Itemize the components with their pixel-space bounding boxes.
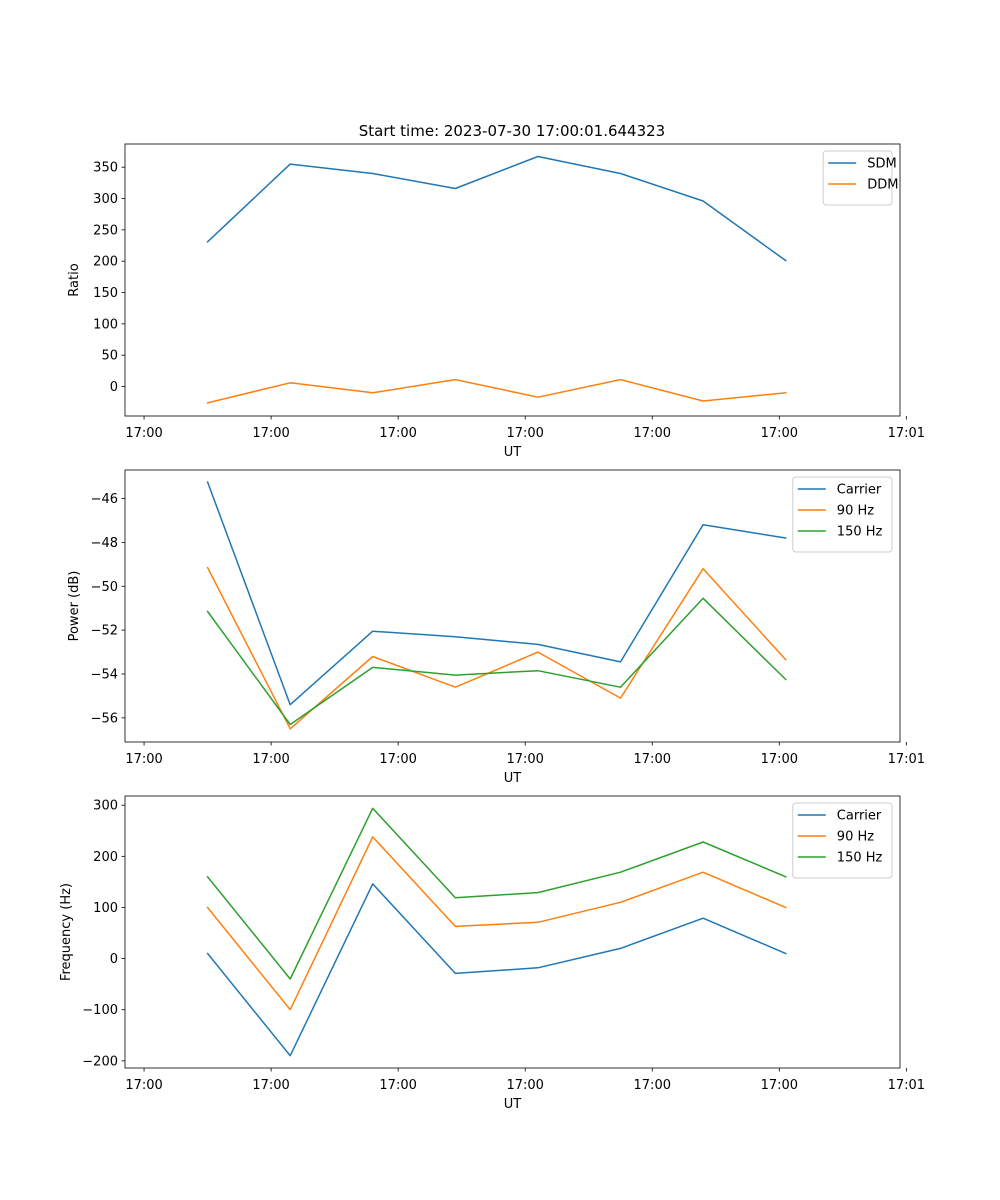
ratio-y-tick-label: 0 (110, 380, 118, 395)
frequency-legend-label: Carrier (837, 809, 882, 824)
ratio-y-tick-label: 350 (93, 161, 118, 176)
power-x-tick-label: 17:00 (506, 752, 543, 767)
ratio-x-axis-label: UT (504, 445, 522, 460)
frequency-x-axis-label: UT (504, 1097, 522, 1112)
power-x-tick-label: 17:00 (125, 752, 162, 767)
frequency-x-tick-label: 17:01 (888, 1078, 925, 1093)
power-y-tick-label: −56 (91, 711, 118, 726)
frequency-legend-label: 150 Hz (837, 851, 883, 866)
power-x-tick-label: 17:01 (888, 752, 925, 767)
power-plot-frame (124, 469, 901, 743)
frequency-x-tick-label: 17:00 (252, 1078, 289, 1093)
frequency-series-line-90-hz (206, 836, 787, 1011)
power-y-tick-label: −52 (91, 624, 118, 639)
power-legend-label: Carrier (837, 483, 882, 498)
frequency-x-tick-label: 17:00 (125, 1078, 162, 1093)
frequency-x-tick-label: 17:00 (379, 1078, 416, 1093)
power-y-axis-label: Power (dB) (67, 571, 82, 642)
frequency-x-tick-label: 17:00 (761, 1078, 798, 1093)
frequency-legend: Carrier 90 Hz 150 Hz (792, 802, 893, 879)
ratio-y-tick-label: 50 (101, 349, 118, 364)
ratio-x-tick-label: 17:00 (125, 426, 162, 441)
frequency-y-tick-label: −100 (82, 1003, 118, 1018)
power-series-line-carrier (206, 481, 787, 706)
ratio-y-tick-label: 300 (93, 192, 118, 207)
ratio-x-tick-label: 17:00 (252, 426, 289, 441)
power-series-line-150-hz (206, 597, 787, 726)
power-x-tick-label: 17:00 (252, 752, 289, 767)
ratio-legend-label: SDM (867, 157, 896, 172)
power-y-tick-label: −54 (91, 668, 118, 683)
power-x-tick-label: 17:00 (761, 752, 798, 767)
ratio-series-line-ddm (206, 378, 787, 404)
power-x-tick-label: 17:00 (379, 752, 416, 767)
ratio-y-tick-label: 200 (93, 255, 118, 270)
frequency-y-tick-label: 100 (93, 901, 118, 916)
power-series-line-90-hz (206, 566, 787, 730)
power-y-tick-label: −50 (91, 580, 118, 595)
ratio-legend: SDM DDM (822, 150, 898, 206)
ratio-x-tick-label: 17:00 (379, 426, 416, 441)
power-x-axis-label: UT (504, 771, 522, 786)
ratio-y-axis-label: Ratio (67, 263, 82, 296)
ratio-y-tick-label: 100 (93, 317, 118, 332)
frequency-x-tick-label: 17:00 (634, 1078, 671, 1093)
frequency-plot-frame (124, 795, 901, 1069)
frequency-y-tick-label: −200 (82, 1054, 118, 1069)
power-x-tick-label: 17:00 (634, 752, 671, 767)
ratio-x-tick-label: 17:00 (634, 426, 671, 441)
power-y-tick-label: −46 (91, 492, 118, 507)
ratio-series-line-sdm (206, 155, 787, 262)
frequency-series-line-carrier (206, 883, 787, 1057)
frequency-y-tick-label: 300 (93, 799, 118, 814)
ratio-legend-box (822, 150, 893, 206)
frequency-series-line-150-hz (206, 807, 787, 980)
frequency-x-tick-label: 17:00 (506, 1078, 543, 1093)
frequency-legend-box (792, 802, 893, 879)
ratio-y-tick-label: 150 (93, 286, 118, 301)
ratio-y-tick-label: 250 (93, 223, 118, 238)
frequency-legend-label: 90 Hz (837, 830, 874, 845)
power-y-tick-label: −48 (91, 536, 118, 551)
figure-title: Start time: 2023-07-30 17:00:01.644323 (359, 122, 665, 140)
power-legend: Carrier 90 Hz 150 Hz (792, 476, 893, 553)
power-legend-label: 90 Hz (837, 504, 874, 519)
frequency-y-tick-label: 200 (93, 850, 118, 865)
ratio-x-tick-label: 17:01 (888, 426, 925, 441)
frequency-y-axis-label: Frequency (Hz) (59, 883, 74, 981)
ratio-x-tick-label: 17:00 (506, 426, 543, 441)
ratio-x-tick-label: 17:00 (761, 426, 798, 441)
frequency-panel: 17:00 17:00 17:00 17:00 17:00 17:00 17:01 UT −20… (59, 795, 925, 1112)
power-legend-box (792, 476, 893, 553)
ratio-panel: 17:00 17:00 17:00 17:00 17:00 17:00 17:01 UT 0 50… (67, 143, 925, 460)
frequency-y-tick-label: 0 (110, 952, 118, 967)
power-panel: 17:00 17:00 17:00 17:00 17:00 17:00 17:01 UT −56… (67, 469, 925, 786)
ratio-legend-label: DDM (867, 178, 898, 193)
ratio-plot-frame (124, 143, 901, 417)
power-legend-label: 150 Hz (837, 525, 883, 540)
